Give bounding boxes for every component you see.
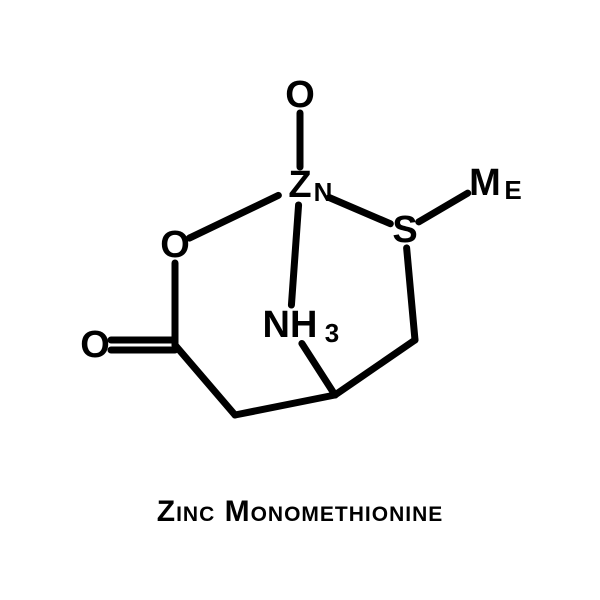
atom-Me_sub: E xyxy=(504,177,521,203)
atom-Me: M xyxy=(469,164,501,202)
compound-name: Zinc Monomethionine xyxy=(157,495,444,529)
atom-O_left: O xyxy=(160,226,190,264)
atom-O_dbl: O xyxy=(80,326,110,364)
atom-NH_sub: 3 xyxy=(325,320,339,346)
atom-Zn_sub: N xyxy=(314,179,333,205)
atom-Zn: Z xyxy=(288,166,311,204)
atom-NH: NH xyxy=(263,306,318,344)
molecule-diagram: { "title": "Zinc Monomethionine", "title… xyxy=(0,0,600,600)
atom-S: S xyxy=(392,211,417,249)
atom-O_top: O xyxy=(285,76,315,114)
